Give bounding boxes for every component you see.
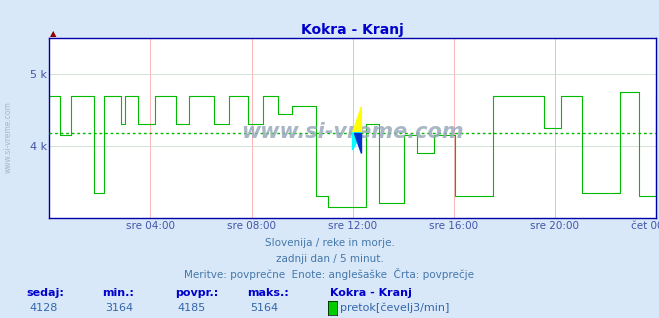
Text: povpr.:: povpr.: <box>175 288 218 298</box>
Text: Meritve: povprečne  Enote: anglešaške  Črta: povprečje: Meritve: povprečne Enote: anglešaške Črt… <box>185 268 474 280</box>
Text: sedaj:: sedaj: <box>26 288 64 298</box>
Text: 5164: 5164 <box>250 303 279 313</box>
Text: maks.:: maks.: <box>247 288 289 298</box>
Text: min.:: min.: <box>102 288 134 298</box>
Title: Kokra - Kranj: Kokra - Kranj <box>301 23 404 37</box>
Text: zadnji dan / 5 minut.: zadnji dan / 5 minut. <box>275 254 384 264</box>
Polygon shape <box>353 133 361 150</box>
Text: 3164: 3164 <box>105 303 134 313</box>
Text: 4128: 4128 <box>30 303 58 313</box>
Text: Kokra - Kranj: Kokra - Kranj <box>330 288 411 298</box>
Text: www.si-vreme.com: www.si-vreme.com <box>3 101 13 173</box>
Polygon shape <box>353 107 361 133</box>
Text: Slovenija / reke in morje.: Slovenija / reke in morje. <box>264 238 395 248</box>
Polygon shape <box>354 133 361 153</box>
Text: www.si-vreme.com: www.si-vreme.com <box>241 121 464 142</box>
Text: pretok[čevelj3/min]: pretok[čevelj3/min] <box>340 302 449 313</box>
Text: 4185: 4185 <box>178 303 206 313</box>
Text: ▲: ▲ <box>50 29 57 38</box>
